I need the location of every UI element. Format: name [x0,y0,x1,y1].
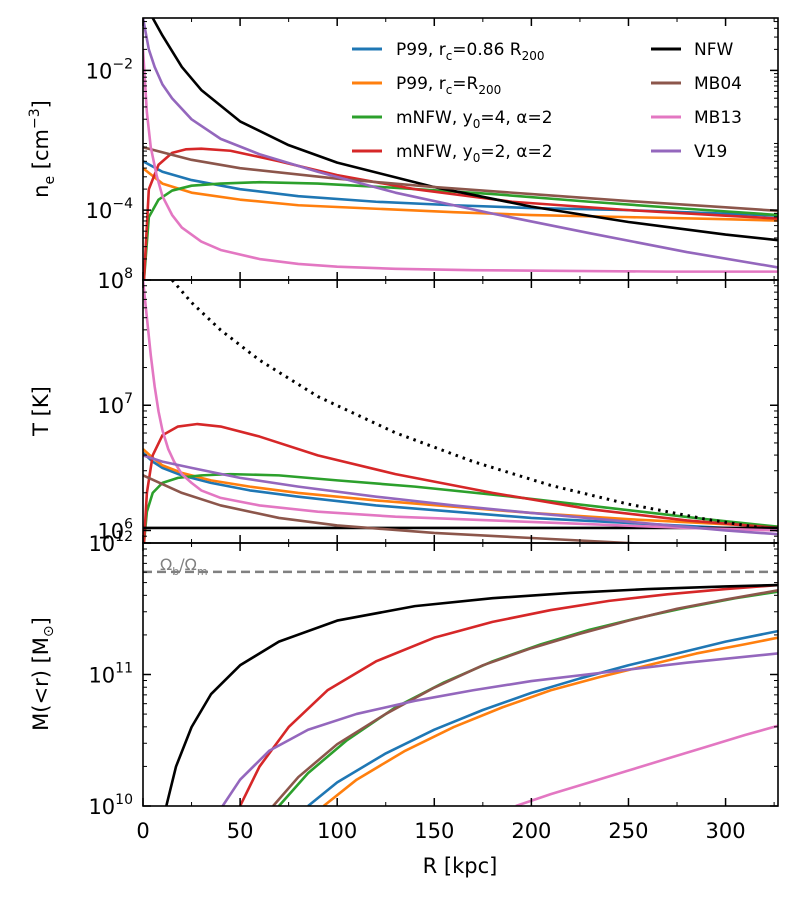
legend-entry-v19: V19 [651,142,727,162]
legend-entry-p99-rc1: P99, rc=R200 [352,74,501,97]
series-line-T-p99_1 [143,448,778,529]
series-line-M-mb04 [272,589,778,806]
legend-entry-mnfw-y2: mNFW, y0=2, α=2 [352,142,553,165]
xtick-label: 250 [608,819,648,843]
x-axis-label: R [kpc] [423,854,498,878]
series-line-M-p99_086 [307,629,778,806]
series-line-M-nfw [165,583,778,806]
xtick-label: 100 [317,819,357,843]
legend-entry-mnfw-y4: mNFW, y0=4, α=2 [352,108,553,131]
series-line-ne-mnfw_4 [143,180,778,280]
legend-entry-mb13: MB13 [651,108,742,128]
temperature-panel: 106 107 108 T [K] [29,266,779,544]
series-line-M-mnfw_2 [238,583,778,806]
series-line-ne-mb13 [143,49,778,273]
series-line-T-mb13 [143,280,778,532]
series-line-ne-p99_1 [143,167,778,222]
svg-text:MB04: MB04 [694,74,742,94]
series-line-ne-v19 [143,18,778,269]
ytick-label-M: 1012 [88,529,133,556]
series-line-ne-nfw [151,18,778,242]
baryon-fraction-label: Ωb/Ωm [160,555,208,578]
ytick-label-T: 107 [97,391,133,418]
series-line-ne-mb04 [143,145,778,213]
svg-text:P99, rc=0.86 R200: P99, rc=0.86 R200 [396,40,545,63]
series-line-ne-mnfw_2 [143,147,778,280]
xtick-label: 0 [136,819,149,843]
temperature-y-axis-label: T [K] [29,386,53,437]
legend-entry-p99-rc086: P99, rc=0.86 R200 [352,40,545,63]
mass-panel: 1010 1011 1012 M(<r) [M⊙] Ωb/Ωm [29,529,779,819]
series-line-T-mnfw_4 [143,472,778,543]
legend-entry-nfw: NFW [651,40,733,60]
ytick-label-ne: 10−4 [86,196,133,223]
ytick-label-T: 108 [97,266,133,293]
ytick-label-M: 1010 [88,792,133,819]
xtick-label: 200 [511,819,551,843]
series-line-M-p99_1 [322,636,778,806]
mass-y-axis-label: M(<r) [M⊙] [29,617,57,731]
svg-text:NFW: NFW [694,40,733,60]
ytick-label-ne: 10−2 [86,56,133,83]
series-line-M-v19 [221,652,778,806]
svg-text:V19: V19 [694,142,727,162]
series-line-T-v19 [143,454,778,536]
svg-text:P99, rc=R200: P99, rc=R200 [396,74,501,97]
xtick-label: 150 [414,819,454,843]
series-line-T-mb04 [143,474,654,543]
series-line-M-mb13 [515,724,778,806]
ytick-label-T: 106 [97,516,133,543]
legend: P99, rc=0.86 R200 P99, rc=R200 mNFW, y0=… [352,40,742,165]
series-line-T-mnfw_2 [143,422,778,543]
ytick-label-M: 1011 [88,661,133,688]
density-y-axis-label: ne [cm−3] [27,100,58,198]
xtick-label: 300 [706,819,746,843]
density-panel: 10−4 10−2 ne [cm−3] [27,17,779,281]
legend-entry-mb04: MB04 [651,74,742,94]
svg-text:MB13: MB13 [694,108,742,128]
xtick-label: 50 [227,819,254,843]
svg-text:mNFW, y0=2, α=2: mNFW, y0=2, α=2 [396,142,553,165]
svg-text:mNFW, y0=4, α=2: mNFW, y0=4, α=2 [396,108,553,131]
